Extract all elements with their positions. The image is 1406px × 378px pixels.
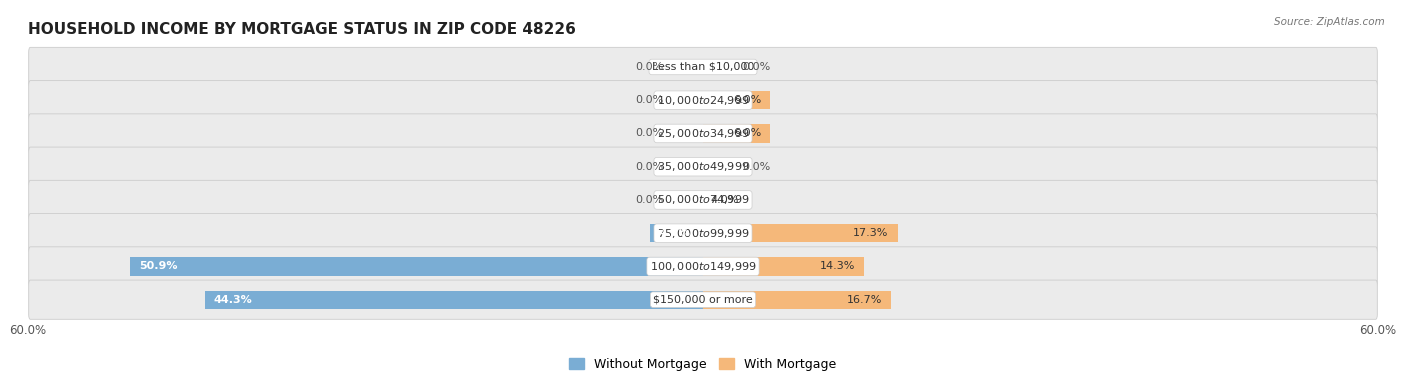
Text: $50,000 to $74,999: $50,000 to $74,999 xyxy=(657,194,749,206)
Text: 4.0%: 4.0% xyxy=(710,195,740,205)
FancyBboxPatch shape xyxy=(28,180,1378,220)
Bar xyxy=(703,224,897,242)
FancyBboxPatch shape xyxy=(28,280,1378,319)
Text: 44.3%: 44.3% xyxy=(214,295,253,305)
Text: 0.0%: 0.0% xyxy=(742,62,770,72)
Bar xyxy=(703,257,863,276)
Text: $100,000 to $149,999: $100,000 to $149,999 xyxy=(650,260,756,273)
Text: 0.0%: 0.0% xyxy=(636,129,664,138)
FancyBboxPatch shape xyxy=(28,114,1378,153)
Text: 4.7%: 4.7% xyxy=(659,228,690,238)
Text: 16.7%: 16.7% xyxy=(846,295,882,305)
Bar xyxy=(703,91,770,109)
Bar xyxy=(650,224,703,242)
FancyBboxPatch shape xyxy=(28,81,1378,120)
FancyBboxPatch shape xyxy=(28,47,1378,87)
Bar xyxy=(205,291,703,309)
Text: 0.0%: 0.0% xyxy=(742,162,770,172)
Text: 6.0%: 6.0% xyxy=(734,129,762,138)
Text: 0.0%: 0.0% xyxy=(636,195,664,205)
FancyBboxPatch shape xyxy=(28,247,1378,286)
FancyBboxPatch shape xyxy=(28,214,1378,253)
Text: 6.0%: 6.0% xyxy=(734,95,762,105)
Bar xyxy=(131,257,703,276)
Bar xyxy=(703,124,770,143)
Text: 14.3%: 14.3% xyxy=(820,262,855,271)
FancyBboxPatch shape xyxy=(28,147,1378,186)
Text: HOUSEHOLD INCOME BY MORTGAGE STATUS IN ZIP CODE 48226: HOUSEHOLD INCOME BY MORTGAGE STATUS IN Z… xyxy=(28,22,576,37)
Text: 17.3%: 17.3% xyxy=(853,228,889,238)
Text: $150,000 or more: $150,000 or more xyxy=(654,295,752,305)
Text: $25,000 to $34,999: $25,000 to $34,999 xyxy=(657,127,749,140)
Bar xyxy=(703,191,748,209)
Text: 50.9%: 50.9% xyxy=(139,262,179,271)
Bar xyxy=(703,291,891,309)
Text: Less than $10,000: Less than $10,000 xyxy=(652,62,754,72)
Legend: Without Mortgage, With Mortgage: Without Mortgage, With Mortgage xyxy=(564,353,842,376)
Text: Source: ZipAtlas.com: Source: ZipAtlas.com xyxy=(1274,17,1385,27)
Text: $10,000 to $24,999: $10,000 to $24,999 xyxy=(657,94,749,107)
Text: 0.0%: 0.0% xyxy=(636,62,664,72)
Text: 0.0%: 0.0% xyxy=(636,162,664,172)
Text: $75,000 to $99,999: $75,000 to $99,999 xyxy=(657,227,749,240)
Text: $35,000 to $49,999: $35,000 to $49,999 xyxy=(657,160,749,173)
Text: 0.0%: 0.0% xyxy=(636,95,664,105)
